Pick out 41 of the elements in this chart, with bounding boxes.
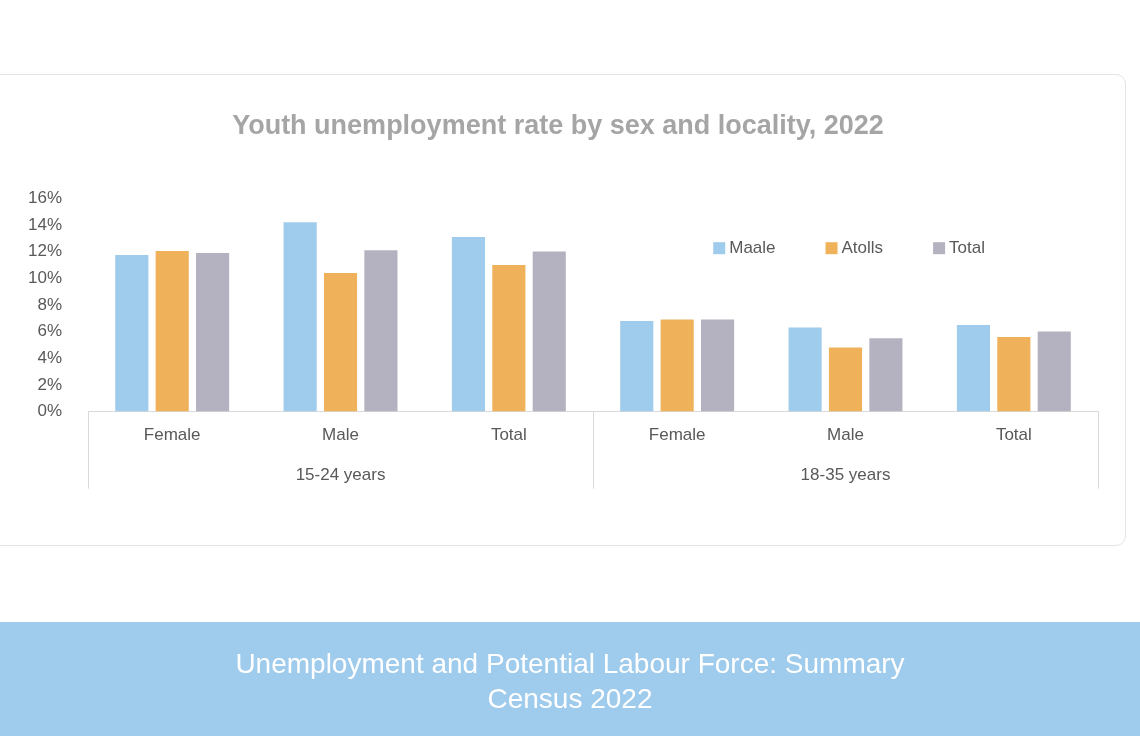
bar (620, 320, 654, 412)
bar (155, 250, 189, 412)
text: Census 2022 (486, 682, 654, 716)
y-tick-label: 0% (37, 401, 63, 421)
y-tick-label: 12% (27, 241, 63, 261)
y-tick-label: 8% (37, 294, 63, 314)
legend-label: Total (949, 237, 986, 257)
chart-title: Youth unemployment rate by sex and locality, 2022 (231, 110, 885, 141)
x-tick-label: Male (322, 425, 359, 445)
bar (788, 327, 822, 412)
legend-label: Atolls (841, 237, 884, 257)
bar (869, 338, 903, 412)
bar (283, 222, 317, 412)
bar (364, 250, 398, 412)
y-tick-label: 16% (27, 187, 63, 207)
x-tick-label: Female (648, 425, 706, 445)
x-tick-label: Total (995, 425, 1032, 445)
legend-label: Maale (729, 237, 776, 257)
bar (997, 336, 1031, 412)
x-tick-label: Total (490, 425, 527, 445)
y-tick-label: 14% (27, 214, 63, 234)
y-tick-label: 2% (37, 374, 63, 394)
bar (701, 319, 735, 412)
y-tick-label: 10% (27, 267, 63, 287)
x-tick-label: Male (827, 425, 864, 445)
x-tick-label: Female (143, 425, 201, 445)
y-tick-label: 6% (37, 321, 63, 341)
bar (660, 319, 694, 412)
y-tick-label: 4% (37, 347, 63, 367)
bar (828, 347, 863, 412)
bar (956, 324, 990, 412)
bar (323, 272, 358, 412)
bar (451, 236, 486, 412)
text: 18-35 years (800, 465, 891, 485)
text: Unemployment and Potential Labour Force: Summary (234, 647, 906, 681)
text: 15-24 years (295, 465, 386, 485)
bar (1037, 331, 1071, 412)
bar (492, 264, 526, 412)
bar (196, 252, 230, 412)
bar (115, 254, 149, 412)
bar (532, 251, 566, 412)
